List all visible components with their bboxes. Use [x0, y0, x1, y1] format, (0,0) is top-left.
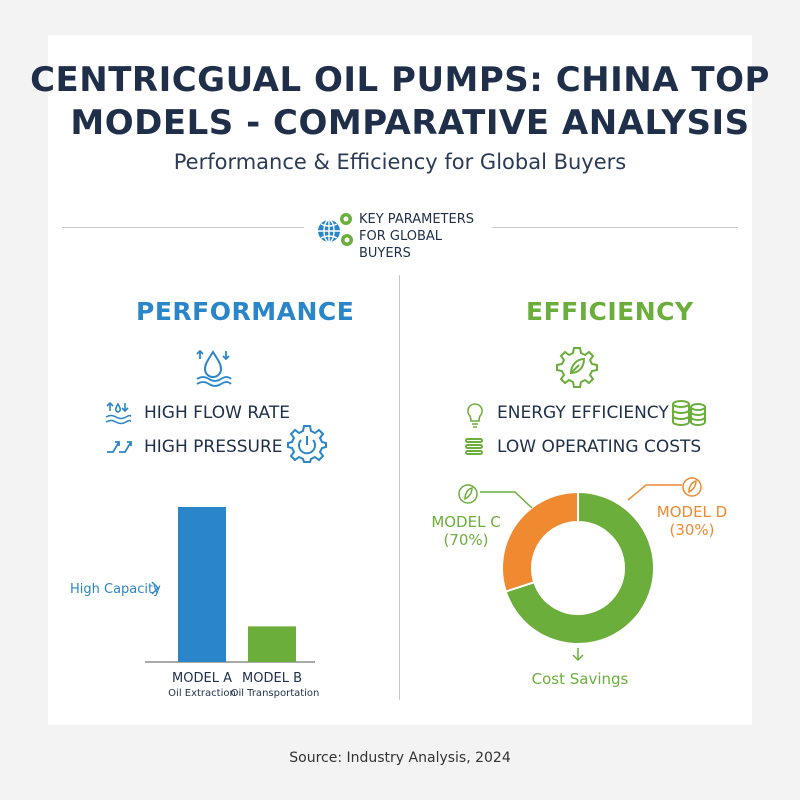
efficiency-title: EFFICIENCY: [526, 297, 694, 326]
lightbulb-icon: [467, 403, 483, 428]
annotation-chevron-icon: [151, 581, 160, 595]
donut-slice-model-c: [504, 490, 655, 645]
bar-model-b: [248, 626, 296, 662]
title-line-1: CENTRICGUAL OIL PUMPS: CHINA TOP: [30, 60, 770, 100]
donut-value-model-d: (30%): [669, 521, 714, 539]
feature-high-flow-rate: HIGH FLOW RATE: [144, 403, 290, 423]
bar-sublabel-model-a: Oil Extraction: [168, 688, 236, 699]
feature-high-pressure: HIGH PRESSURE: [144, 437, 283, 457]
column-divider: [399, 275, 400, 700]
donut-chart: MODEL C (70%) MODEL D (30%) Cost Savings: [431, 477, 727, 688]
source-footnote: Source: Industry Analysis, 2024: [289, 750, 511, 766]
globe-gears-icon: [318, 213, 353, 246]
cost-savings-annotation: Cost Savings: [532, 670, 629, 688]
bar-label-model-b: MODEL B: [242, 671, 302, 686]
model-d-leader-line: [627, 484, 682, 501]
key-parameters-line-1: KEY PARAMETERS: [359, 212, 474, 227]
high-capacity-annotation: High Capacity: [70, 582, 161, 597]
coin-stacks-icon: [672, 400, 706, 426]
bar-sublabel-model-b: Oil Transportation: [231, 688, 320, 699]
bar-model-a: [178, 507, 226, 662]
subtitle: Performance & Efficiency for Global Buye…: [173, 150, 627, 174]
model-c-leader-line: [480, 491, 533, 509]
leaf-icon-model-d: [682, 477, 702, 497]
donut-slice-model-d: [501, 490, 579, 593]
bar-chart: High Capacity MODEL A Oil Extraction MOD…: [70, 507, 320, 699]
feature-low-operating-costs: LOW OPERATING COSTS: [497, 437, 702, 457]
water-flow-icon: [105, 401, 131, 425]
gear-leaf-icon: [556, 347, 598, 388]
coins-icon: [465, 438, 483, 455]
feature-energy-efficiency: ENERGY EFFICIENCY: [497, 403, 669, 423]
divider-left: [62, 227, 304, 228]
donut-label-model-d: MODEL D: [657, 503, 727, 521]
key-parameters-badge: KEY PARAMETERS FOR GLOBAL BUYERS: [315, 207, 495, 261]
arrow-down-icon: [572, 648, 584, 662]
bar-label-model-a: MODEL A: [172, 671, 232, 686]
pressure-arrows-icon: [107, 441, 132, 453]
performance-title: PERFORMANCE: [136, 297, 355, 326]
divider-right: [492, 227, 738, 228]
leaf-icon-model-c: [458, 484, 478, 504]
donut-label-model-c: MODEL C: [431, 513, 500, 531]
water-drop-icon: [196, 349, 232, 387]
title-line-2: MODELS - COMPARATIVE ANALYSIS: [70, 103, 750, 143]
key-parameters-line-2: FOR GLOBAL BUYERS: [359, 229, 443, 261]
donut-value-model-c: (70%): [443, 531, 488, 549]
gear-power-icon: [287, 425, 327, 463]
